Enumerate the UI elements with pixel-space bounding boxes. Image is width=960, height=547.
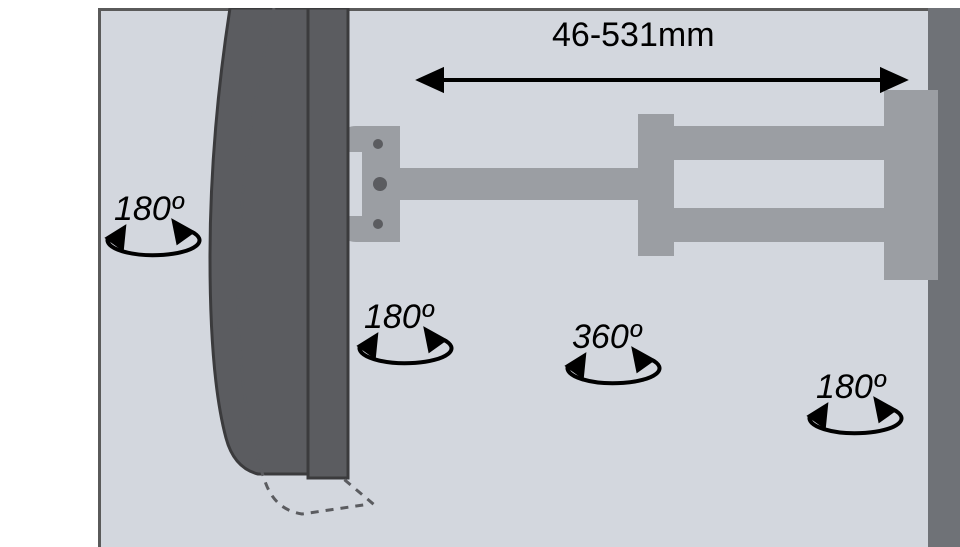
label-tilt: 180º — [114, 190, 183, 229]
tv-body — [210, 8, 348, 478]
mount-diagram — [98, 8, 960, 547]
arm-front — [394, 168, 648, 200]
dimension-arrow — [420, 70, 904, 90]
arm-back-bottom — [658, 208, 898, 242]
wall-plate — [884, 90, 938, 280]
diagram-container: 46-531mm 180º 180º 360º 180º — [0, 0, 960, 547]
label-head: 180º — [364, 298, 433, 337]
head-bracket — [342, 126, 400, 242]
arm-back-top — [658, 126, 898, 160]
label-mid: 360º — [572, 318, 641, 357]
label-wall: 180º — [816, 368, 885, 407]
dimension-label: 46-531mm — [552, 16, 715, 55]
